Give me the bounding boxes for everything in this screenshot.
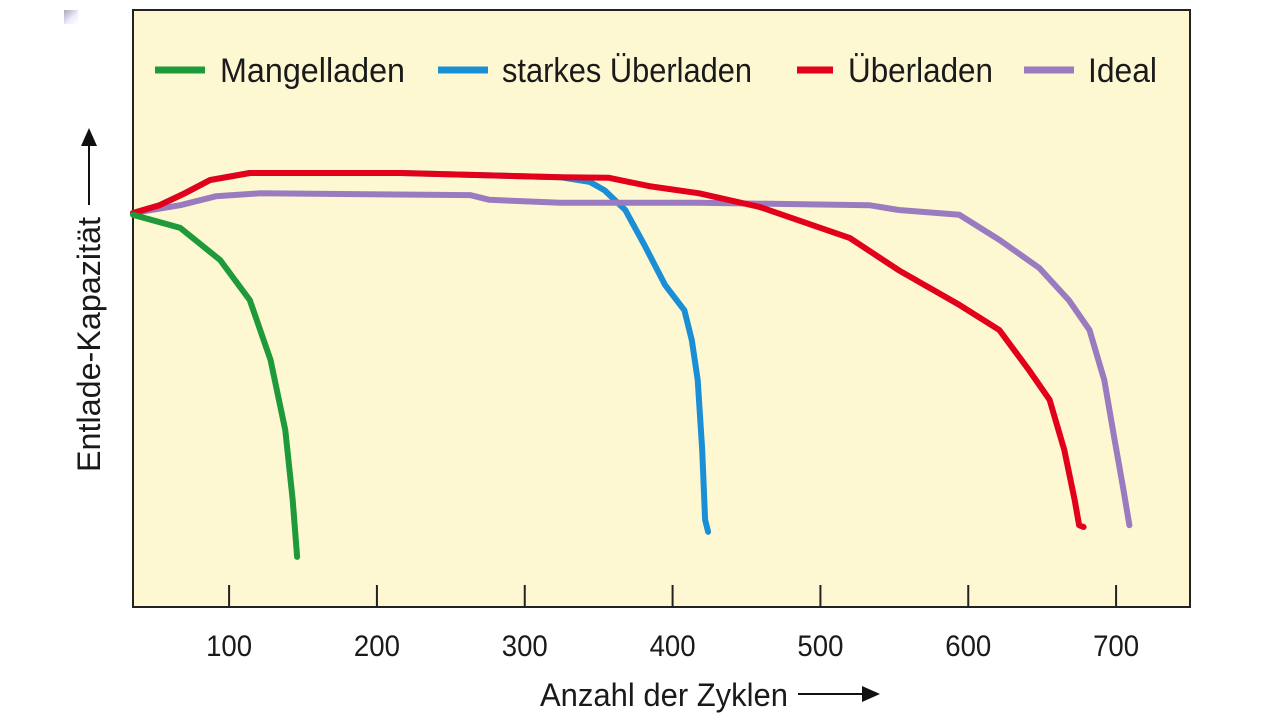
x-axis-arrow xyxy=(798,686,880,702)
legend: Mangelladen starkes Überladen Überladen … xyxy=(155,52,1157,90)
x-tick-label: 100 xyxy=(206,630,252,663)
legend-label-ideal: Ideal xyxy=(1088,52,1157,90)
y-axis-arrow xyxy=(81,128,97,205)
x-axis-label: Anzahl der Zyklen xyxy=(540,677,788,713)
series-line-ideal xyxy=(130,190,1133,529)
x-tick-label: 300 xyxy=(502,630,548,663)
series-line-ueberladen xyxy=(130,170,1087,530)
legend-label-ueberladen: Überladen xyxy=(848,52,993,90)
plot-area xyxy=(132,9,1191,608)
legend-label-mangelladen: Mangelladen xyxy=(220,52,405,90)
legend-label-starkes-ueberladen: starkes Überladen xyxy=(502,52,752,90)
corner-artifact xyxy=(64,10,78,24)
x-tick-label: 700 xyxy=(1093,630,1139,663)
x-tick-label: 400 xyxy=(650,630,696,663)
x-tick-label: 200 xyxy=(354,630,400,663)
series-line-mangelladen xyxy=(130,211,301,560)
y-axis-label: Entlade-Kapazität xyxy=(71,217,107,472)
x-tick-label: 600 xyxy=(945,630,991,663)
x-tick-label: 500 xyxy=(797,630,843,663)
